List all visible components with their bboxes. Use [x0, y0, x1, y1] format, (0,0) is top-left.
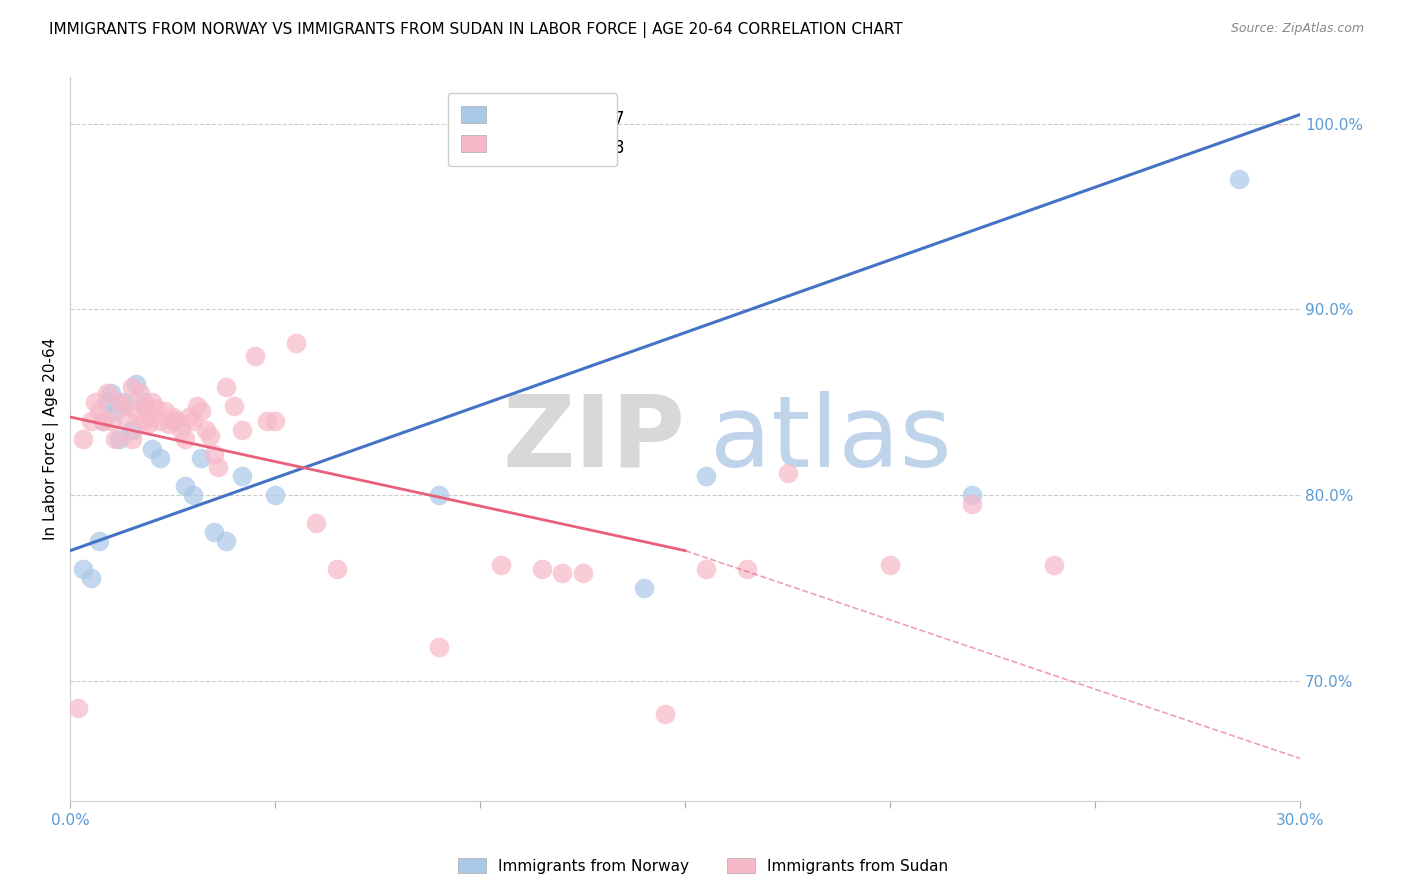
Point	[571, 566, 593, 580]
Text: N = 58: N = 58	[555, 139, 624, 157]
Point	[190, 450, 212, 465]
Point	[215, 534, 238, 549]
Point	[108, 395, 131, 409]
Point	[141, 410, 163, 425]
Point	[231, 423, 253, 437]
Point	[1227, 172, 1250, 186]
Point	[112, 395, 135, 409]
Point	[224, 399, 246, 413]
Point	[132, 395, 155, 409]
Point	[80, 414, 103, 428]
Point	[117, 414, 139, 428]
Point	[174, 432, 197, 446]
Point	[136, 417, 159, 432]
Point	[427, 488, 450, 502]
Y-axis label: In Labor Force | Age 20-64: In Labor Force | Age 20-64	[44, 338, 59, 541]
Point	[181, 488, 204, 502]
Point	[162, 410, 184, 425]
Point	[879, 558, 901, 573]
Point	[100, 414, 122, 428]
Point	[96, 385, 118, 400]
Text: IMMIGRANTS FROM NORWAY VS IMMIGRANTS FROM SUDAN IN LABOR FORCE | AGE 20-64 CORRE: IMMIGRANTS FROM NORWAY VS IMMIGRANTS FRO…	[49, 22, 903, 38]
Point	[960, 497, 983, 511]
Point	[530, 562, 553, 576]
Point	[112, 399, 135, 413]
Point	[96, 395, 118, 409]
Point	[179, 410, 201, 425]
Point	[91, 414, 114, 428]
Point	[121, 380, 143, 394]
Point	[174, 478, 197, 492]
Point	[1043, 558, 1066, 573]
Point	[104, 432, 127, 446]
Point	[264, 488, 287, 502]
Point	[202, 447, 225, 461]
Point	[141, 442, 163, 456]
Point	[104, 404, 127, 418]
Point	[87, 534, 110, 549]
Text: R =: R =	[457, 139, 494, 157]
Point	[125, 376, 148, 391]
Point	[149, 414, 172, 428]
Point	[489, 558, 512, 573]
Text: Source: ZipAtlas.com: Source: ZipAtlas.com	[1230, 22, 1364, 36]
Text: R =: R =	[457, 110, 494, 128]
Point	[129, 385, 152, 400]
Point	[202, 524, 225, 539]
Point	[305, 516, 328, 530]
Point	[141, 395, 163, 409]
Point	[72, 562, 94, 576]
Point	[735, 562, 758, 576]
Text: atlas: atlas	[710, 391, 952, 488]
Point	[121, 423, 143, 437]
Point	[132, 414, 155, 428]
Text: 0.520: 0.520	[495, 110, 547, 128]
Point	[121, 432, 143, 446]
Point	[427, 640, 450, 654]
Point	[190, 404, 212, 418]
Point	[633, 581, 655, 595]
Point	[695, 469, 717, 483]
Point	[132, 399, 155, 413]
Point	[153, 404, 176, 418]
Point	[198, 428, 221, 442]
Point	[162, 414, 184, 428]
Point	[166, 414, 188, 428]
Text: ZIP: ZIP	[502, 391, 685, 488]
Point	[256, 414, 278, 428]
Point	[215, 380, 238, 394]
Legend: placeholder1, placeholder2: placeholder1, placeholder2	[447, 93, 617, 166]
Point	[181, 414, 204, 428]
Point	[83, 395, 105, 409]
Point	[108, 432, 131, 446]
Point	[776, 466, 799, 480]
Point	[695, 562, 717, 576]
Point	[186, 399, 208, 413]
Point	[100, 385, 122, 400]
Point	[125, 404, 148, 418]
Point	[87, 404, 110, 418]
Point	[551, 566, 574, 580]
Point	[170, 423, 193, 437]
Point	[72, 432, 94, 446]
Point	[80, 571, 103, 585]
Point	[149, 450, 172, 465]
Point	[67, 701, 90, 715]
Point	[960, 488, 983, 502]
Text: N = 27: N = 27	[555, 110, 624, 128]
Text: -0.230: -0.230	[495, 139, 548, 157]
Point	[91, 414, 114, 428]
Point	[157, 417, 180, 432]
Point	[207, 460, 229, 475]
Point	[194, 423, 217, 437]
Point	[145, 401, 167, 415]
Point	[243, 349, 266, 363]
Point	[264, 414, 287, 428]
Point	[325, 562, 347, 576]
Point	[231, 469, 253, 483]
Point	[284, 335, 307, 350]
Legend: Immigrants from Norway, Immigrants from Sudan: Immigrants from Norway, Immigrants from …	[451, 852, 955, 880]
Point	[654, 706, 676, 721]
